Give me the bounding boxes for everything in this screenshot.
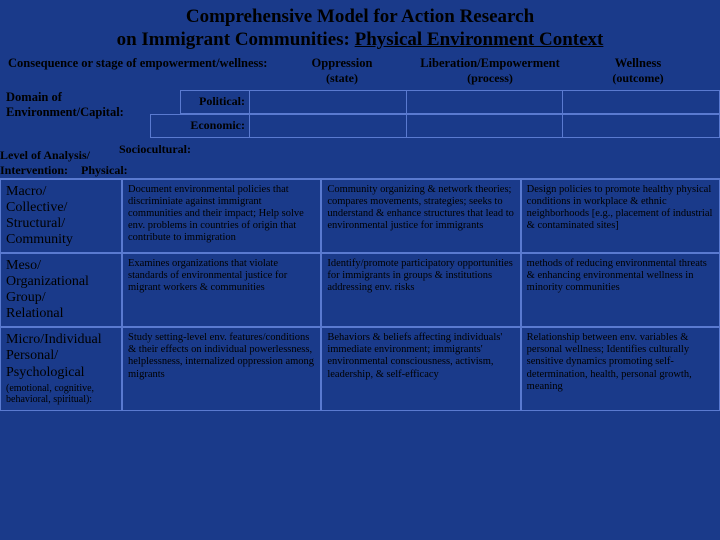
row-macro-label: Macro/ Collective/ Structural/ Community bbox=[0, 179, 122, 253]
cell-meso-liberation: Identify/promote participatory opportuni… bbox=[321, 253, 520, 327]
row-micro-label-text: Micro/Individual Personal/ Psychological bbox=[6, 332, 102, 379]
row-meso-label-text: Meso/ Organizational Group/ Relational bbox=[6, 258, 89, 321]
column-header-row: Consequence or stage of empowerment/well… bbox=[0, 54, 720, 90]
domain-label: Domain of Environment/Capital: bbox=[6, 90, 124, 120]
stair-political-c2 bbox=[407, 90, 564, 114]
main-grid: Macro/ Collective/ Structural/ Community… bbox=[0, 178, 720, 411]
cell-meso-wellness: methods of reducing environmental threat… bbox=[521, 253, 720, 327]
col-wellness-top: Wellness bbox=[615, 56, 662, 70]
cell-macro-liberation: Community organizing & network theories;… bbox=[321, 179, 520, 253]
content-area: Domain of Environment/Capital: Political… bbox=[0, 90, 720, 411]
title-line2a: on Immigrant Communities: bbox=[117, 29, 350, 50]
stair-political: Political: bbox=[180, 90, 250, 114]
page-title: Comprehensive Model for Action Research … bbox=[0, 0, 720, 54]
title-line2b: Physical Environment Context bbox=[355, 29, 604, 50]
col-liberation-sub: (process) bbox=[416, 71, 564, 86]
cell-meso-oppression: Examines organizations that violate stan… bbox=[122, 253, 321, 327]
level-of-analysis-label: Level of Analysis/ Intervention: Physica… bbox=[0, 148, 128, 178]
col-oppression-sub: (state) bbox=[268, 71, 416, 86]
row-macro-label-text: Macro/ Collective/ Structural/ Community bbox=[6, 184, 73, 247]
stair-economic: Economic: bbox=[150, 114, 250, 138]
loa-l1: Level of Analysis/ bbox=[0, 148, 90, 162]
domain-label-l2: Environment/Capital: bbox=[6, 105, 124, 119]
stair-political-c3 bbox=[563, 90, 720, 114]
header-left-label: Consequence or stage of empowerment/well… bbox=[8, 56, 268, 86]
row-meso-label: Meso/ Organizational Group/ Relational bbox=[0, 253, 122, 327]
col-oppression-top: Oppression bbox=[312, 56, 373, 70]
stair-economic-c1 bbox=[250, 114, 407, 138]
col-wellness-sub: (outcome) bbox=[564, 71, 712, 86]
row-micro-label: Micro/Individual Personal/ Psychological… bbox=[0, 327, 122, 410]
loa-l2: Intervention: bbox=[0, 163, 68, 177]
row-micro-label-small: (emotional, cognitive, behavioral, spiri… bbox=[6, 383, 116, 406]
col-wellness: Wellness (outcome) bbox=[564, 56, 712, 86]
domain-label-l1: Domain of bbox=[6, 90, 62, 104]
stair-physical: Physical: bbox=[81, 163, 128, 177]
cell-macro-wellness: Design policies to promote healthy physi… bbox=[521, 179, 720, 253]
stair-container: Political: Economic: Sociocultural: Leve… bbox=[150, 90, 720, 180]
cell-micro-wellness: Relationship between env. variables & pe… bbox=[521, 327, 720, 410]
cell-macro-oppression: Document environmental policies that dis… bbox=[122, 179, 321, 253]
col-liberation: Liberation/Empowerment (process) bbox=[416, 56, 564, 86]
col-liberation-top: Liberation/Empowerment bbox=[420, 56, 560, 70]
stair-economic-c2 bbox=[407, 114, 564, 138]
stair-political-c1 bbox=[250, 90, 407, 114]
col-oppression: Oppression (state) bbox=[268, 56, 416, 86]
title-line1: Comprehensive Model for Action Research bbox=[186, 6, 534, 27]
stair-economic-c3 bbox=[563, 114, 720, 138]
cell-micro-liberation: Behaviors & beliefs affecting individual… bbox=[321, 327, 520, 410]
cell-micro-oppression: Study setting-level env. features/condit… bbox=[122, 327, 321, 410]
